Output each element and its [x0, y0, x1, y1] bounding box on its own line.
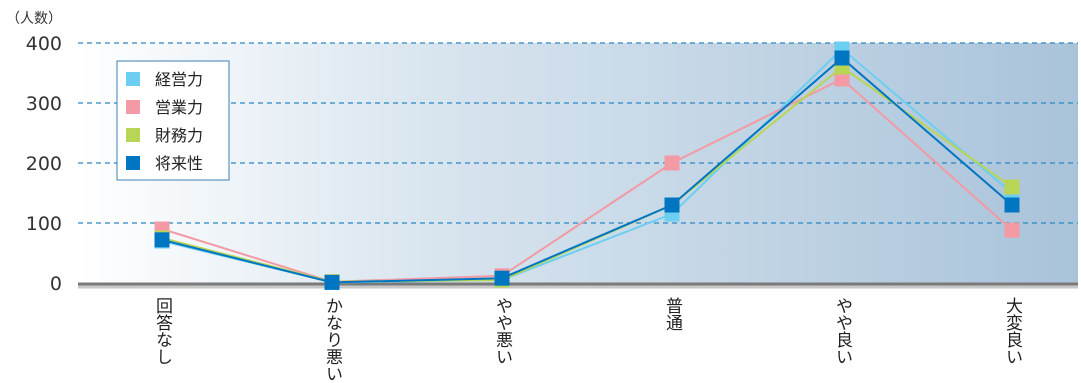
x-tick-label-2: やや悪い — [492, 297, 513, 365]
legend-swatch-3 — [126, 156, 140, 170]
data-point-3-2 — [494, 270, 510, 286]
y-tick-label-100: 100 — [26, 213, 62, 235]
y-tick-label-400: 400 — [26, 33, 62, 55]
data-point-3-0 — [154, 232, 170, 248]
legend-label-1: 営業力 — [155, 98, 203, 117]
legend-label-0: 経営力 — [155, 70, 203, 89]
x-tick-label-5: 大変良い — [1002, 297, 1023, 365]
data-point-2-5 — [1004, 179, 1020, 195]
legend-swatch-1 — [126, 100, 140, 114]
legend-swatch-0 — [126, 72, 140, 86]
y-tick-label-300: 300 — [26, 93, 62, 115]
series-3 — [154, 50, 1020, 290]
data-point-1-3 — [664, 155, 680, 171]
data-point-1-4 — [834, 71, 850, 87]
y-tick-label-0: 0 — [50, 273, 62, 295]
x-tick-label-3: 普通 — [662, 297, 683, 331]
series-line-1 — [161, 77, 1013, 283]
legend-swatch-2 — [126, 128, 140, 142]
x-tick-label-0: 回答なし — [152, 297, 173, 365]
data-point-3-1 — [324, 274, 340, 290]
data-point-1-5 — [1004, 222, 1020, 238]
x-tick-label-1: かなり悪い — [322, 297, 343, 382]
y-axis-label: （人数） — [6, 11, 62, 27]
legend-label-3: 将来性 — [155, 154, 203, 173]
data-point-3-5 — [1004, 197, 1020, 213]
series-line-3 — [161, 56, 1013, 284]
data-point-3-3 — [664, 197, 680, 213]
legend-label-2: 財務力 — [155, 126, 203, 145]
data-point-3-4 — [834, 50, 850, 66]
y-tick-label-200: 200 — [26, 153, 62, 175]
x-tick-label-4: やや良い — [832, 297, 852, 365]
